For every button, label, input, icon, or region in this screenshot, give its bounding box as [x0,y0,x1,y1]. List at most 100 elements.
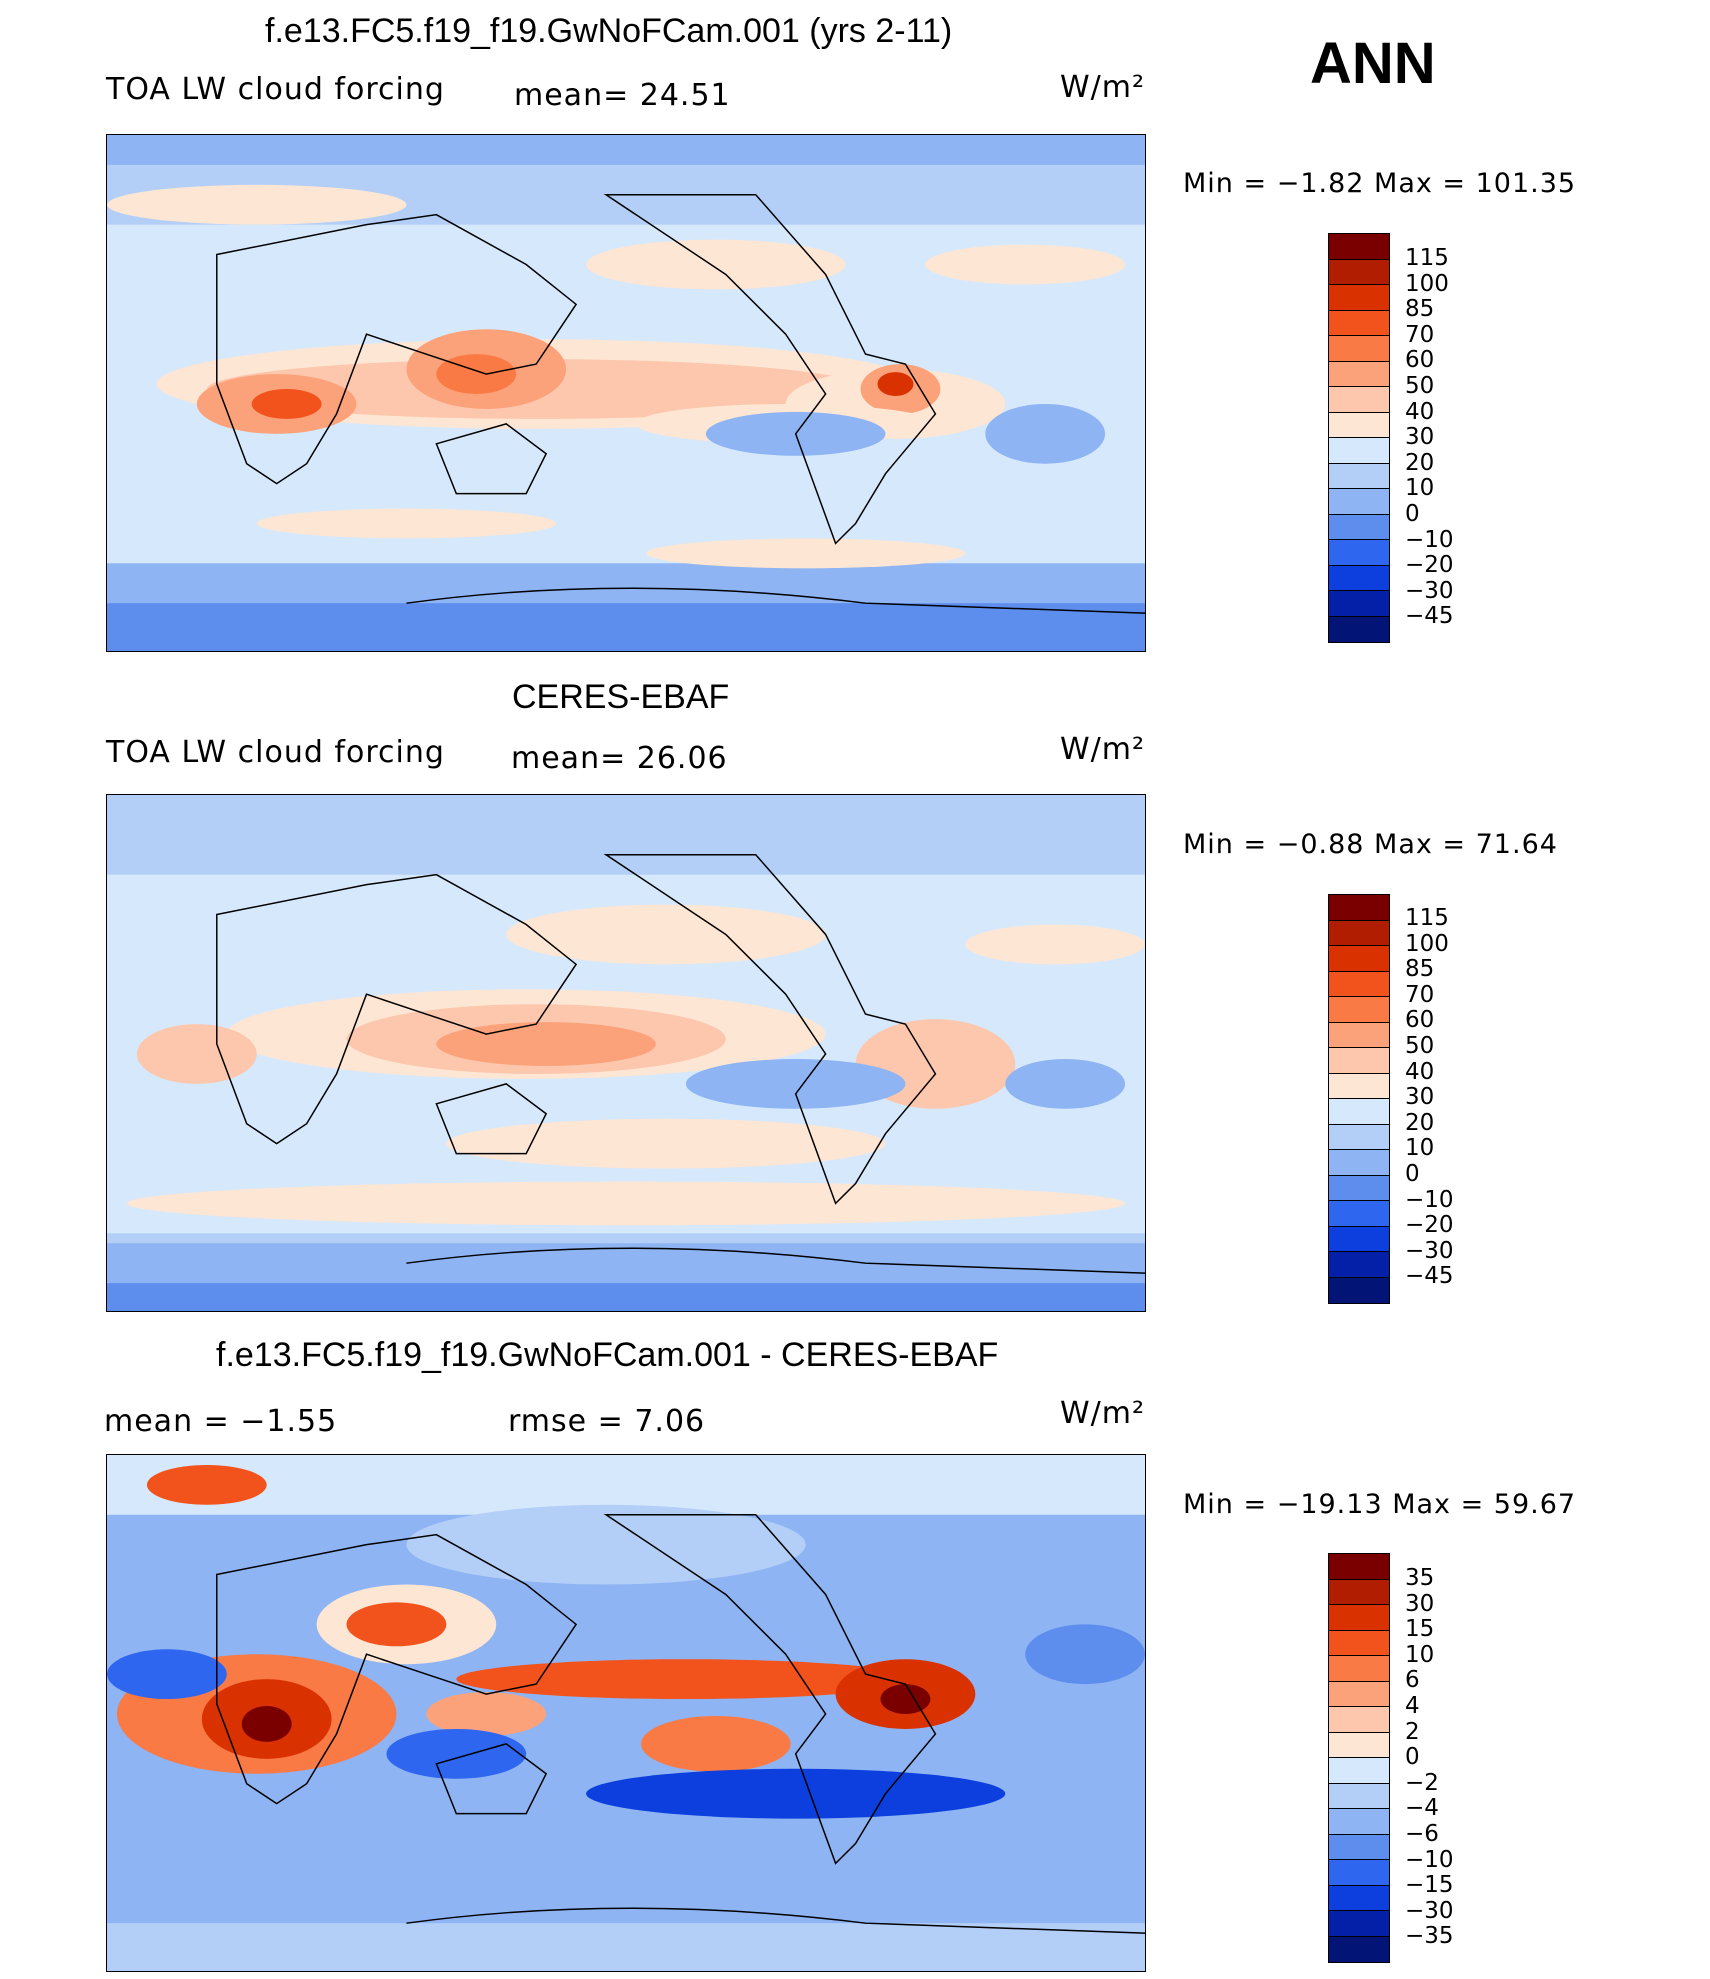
colorbar-swatch [1329,1630,1389,1656]
colorbar-level-label: 40 [1405,398,1435,425]
panel-3-colorbar-labels: 35 30 15 10 6 4 2 0 −2 −4 −6 −10 −15 −30 −35 [1405,1565,1454,1950]
colorbar-level-label: 20 [1405,449,1435,476]
colorbar-level-label: −35 [1405,1923,1454,1950]
colorbar-level-label: −30 [1405,1897,1454,1924]
colorbar-swatch [1329,920,1389,946]
panel-3-title: f.e13.FC5.f19_f19.GwNoFCam.001 - CERES-E… [216,1336,999,1374]
colorbar-swatch [1329,1099,1389,1125]
colorbar-level-label: 30 [1405,424,1435,451]
panel-3-rmse: rmse = 7.06 [508,1404,706,1439]
colorbar-level-label: 10 [1405,1135,1435,1162]
colorbar-level-label: −45 [1405,603,1454,630]
colorbar-swatch [1329,1150,1389,1176]
colorbar-level-label: 0 [1405,1160,1420,1187]
colorbar-swatch [1329,1252,1389,1278]
panel-1-title: f.e13.FC5.f19_f19.GwNoFCam.001 (yrs 2-11… [265,12,953,50]
colorbar-swatch [1329,336,1389,362]
colorbar-level-label: −45 [1405,1263,1454,1290]
panel-1-mean: mean= 24.51 [514,78,731,113]
colorbar-level-label: 30 [1405,1084,1435,1111]
panel-3-minmax: Min = −19.13 Max = 59.67 [1183,1489,1577,1520]
colorbar-level-label: 0 [1405,500,1420,527]
colorbar-level-label: 40 [1405,1058,1435,1085]
panel-3-map [106,1454,1146,1972]
colorbar-level-label: 85 [1405,296,1435,323]
panel-3-mean: mean = −1.55 [104,1404,338,1439]
colorbar-swatch [1329,412,1389,438]
colorbar-level-label: 4 [1405,1692,1420,1719]
colorbar-level-label: −10 [1405,1186,1454,1213]
colorbar-swatch [1329,1226,1389,1252]
colorbar-swatch [1329,1073,1389,1099]
colorbar-swatch [1329,971,1389,997]
colorbar-swatch [1329,234,1389,260]
colorbar-level-label: 0 [1405,1744,1420,1771]
colorbar-level-label: 50 [1405,372,1435,399]
colorbar-level-label: 100 [1405,270,1449,297]
colorbar-swatch [1329,1885,1389,1911]
colorbar-level-label: −30 [1405,577,1454,604]
panel-1-map-plot [107,135,1145,651]
colorbar-swatch [1329,1707,1389,1733]
colorbar-swatch [1329,310,1389,336]
colorbar-swatch [1329,1783,1389,1809]
colorbar-swatch [1329,1860,1389,1886]
colorbar-swatch [1329,1681,1389,1707]
colorbar-swatch [1329,997,1389,1023]
colorbar-level-label: 100 [1405,930,1449,957]
colorbar-level-label: 20 [1405,1109,1435,1136]
colorbar-level-label: 10 [1405,1641,1435,1668]
colorbar-swatch [1329,1175,1389,1201]
colorbar-swatch [1329,514,1389,540]
panel-2-mean: mean= 26.06 [511,741,728,776]
panel-2-units: W/m² [1060,732,1146,767]
colorbar-level-label: −15 [1405,1872,1454,1899]
panel-3-units: W/m² [1060,1396,1146,1431]
colorbar-swatch [1329,285,1389,311]
panel-1-variable: TOA LW cloud forcing [106,72,445,107]
colorbar-level-label: 2 [1405,1718,1420,1745]
colorbar-swatch [1329,1124,1389,1150]
colorbar-swatch [1329,1809,1389,1835]
colorbar-level-label: −10 [1405,526,1454,553]
colorbar-level-label: 30 [1405,1590,1435,1617]
colorbar-level-label: 10 [1405,475,1435,502]
colorbar-swatch [1329,1656,1389,1682]
panel-1-colorbar-labels: 115 100 85 70 60 50 40 30 20 10 0 −10 −20 −30 −45 [1405,245,1454,630]
colorbar-level-label: −6 [1405,1820,1439,1847]
colorbar-swatch [1329,540,1389,566]
colorbar-level-label: 115 [1405,245,1449,271]
panel-3-colorbar [1328,1553,1390,1963]
colorbar-swatch [1329,1554,1389,1580]
colorbar-swatch [1329,463,1389,489]
colorbar-swatch [1329,1048,1389,1074]
colorbar-swatch [1329,1758,1389,1784]
colorbar-level-label: 60 [1405,347,1435,374]
colorbar-level-label: −20 [1405,1212,1454,1239]
panel-2-minmax: Min = −0.88 Max = 71.64 [1183,829,1558,860]
colorbar-level-label: −30 [1405,1237,1454,1264]
colorbar-level-label: 70 [1405,321,1435,348]
colorbar-level-label: 6 [1405,1667,1420,1694]
colorbar-swatch [1329,1936,1389,1962]
colorbar-swatch [1329,438,1389,464]
colorbar-swatch [1329,1834,1389,1860]
panel-1-minmax: Min = −1.82 Max = 101.35 [1183,168,1577,199]
panel-2-title: CERES-EBAF [512,678,730,716]
colorbar-swatch [1329,1022,1389,1048]
panel-2-colorbar-labels: 115 100 85 70 60 50 40 30 20 10 0 −10 −20 −30 −45 [1405,905,1454,1290]
colorbar-swatch [1329,361,1389,387]
panel-2-map-plot [107,795,1145,1311]
colorbar-level-label: −4 [1405,1795,1439,1822]
colorbar-level-label: −2 [1405,1769,1439,1796]
panel-3-map-plot [107,1455,1145,1971]
colorbar-level-label: 50 [1405,1032,1435,1059]
colorbar-swatch [1329,616,1389,642]
colorbar-swatch [1329,1732,1389,1758]
colorbar-level-label: −20 [1405,552,1454,579]
colorbar-level-label: 115 [1405,905,1449,931]
colorbar-swatch [1329,1201,1389,1227]
colorbar-swatch [1329,387,1389,413]
colorbar-level-label: 60 [1405,1007,1435,1034]
colorbar-level-label: −10 [1405,1846,1454,1873]
